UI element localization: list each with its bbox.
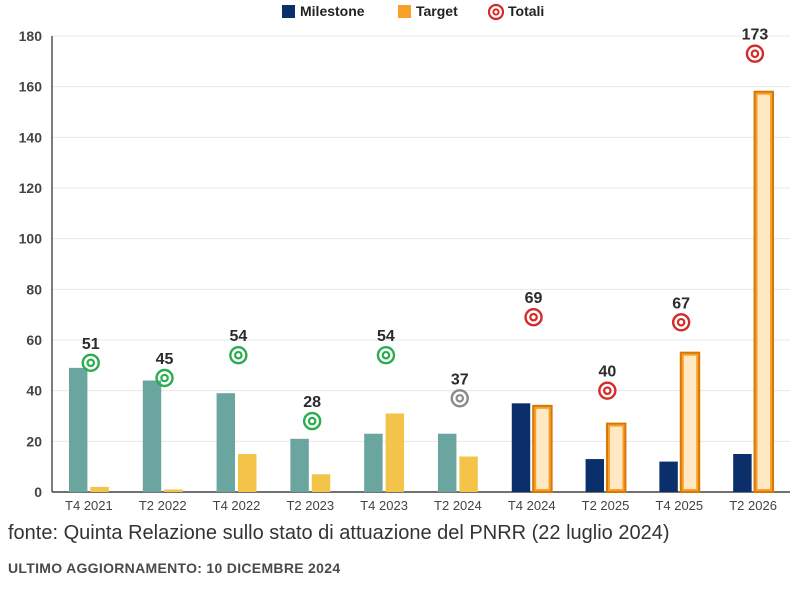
svg-text:0: 0 (34, 484, 42, 500)
legend-label: Target (416, 3, 458, 19)
bar-milestone (659, 462, 677, 492)
total-value: 173 (742, 27, 769, 44)
chart-container: 0 20 40 60 80 100 120 140 160 180 T4 2021 T2 2022 T4… (0, 0, 795, 596)
x-tick-label: T2 2026 (729, 498, 777, 513)
svg-text:100: 100 (19, 231, 43, 247)
x-tick-label: T4 2022 (213, 498, 261, 513)
svg-text:40: 40 (26, 383, 42, 399)
x-tick-label: T2 2023 (286, 498, 334, 513)
legend-label: Milestone (300, 3, 365, 19)
total-value: 51 (82, 336, 100, 353)
svg-text:60: 60 (26, 332, 42, 348)
bar-milestone (586, 459, 604, 492)
total-value: 40 (598, 364, 616, 381)
total-value: 45 (156, 351, 174, 368)
bar-target (312, 474, 330, 492)
bar-milestone (733, 454, 751, 492)
total-value: 37 (451, 371, 469, 388)
bar-target (459, 457, 477, 492)
total-value: 54 (377, 328, 395, 345)
x-tick-label: T2 2024 (434, 498, 482, 513)
total-value: 69 (525, 290, 543, 307)
bar-milestone (512, 403, 530, 492)
x-tick-label: T2 2025 (582, 498, 630, 513)
bar-milestone (143, 381, 161, 492)
bar-milestone (290, 439, 308, 492)
svg-text:20: 20 (26, 433, 42, 449)
x-tick-label: T4 2025 (655, 498, 703, 513)
total-value: 54 (229, 328, 247, 345)
svg-text:120: 120 (19, 180, 43, 196)
x-tick-label: T4 2024 (508, 498, 556, 513)
total-value: 28 (303, 394, 321, 411)
source-footnote: fonte: Quinta Relazione sullo stato di a… (8, 522, 670, 545)
bar-milestone (69, 368, 87, 492)
bar-milestone (217, 393, 235, 492)
x-tick-label: T2 2022 (139, 498, 187, 513)
svg-text:80: 80 (26, 281, 42, 297)
bar-milestone (438, 434, 456, 492)
svg-text:140: 140 (19, 129, 43, 145)
total-value: 67 (672, 295, 690, 312)
x-tick-label: T4 2021 (65, 498, 113, 513)
bar-target (238, 454, 256, 492)
bar-milestone (364, 434, 382, 492)
svg-text:160: 160 (19, 79, 43, 95)
bar-target (90, 487, 108, 492)
bar-target (164, 489, 182, 492)
bar-target (386, 413, 404, 492)
last-updated: ULTIMO AGGIORNAMENTO: 10 DICEMBRE 2024 (8, 560, 340, 576)
legend-label: Totali (508, 3, 544, 19)
pnrr-bar-chart: 0 20 40 60 80 100 120 140 160 180 T4 2021 T2 2022 T4… (0, 0, 795, 520)
x-tick-label: T4 2023 (360, 498, 408, 513)
svg-text:180: 180 (19, 28, 43, 44)
